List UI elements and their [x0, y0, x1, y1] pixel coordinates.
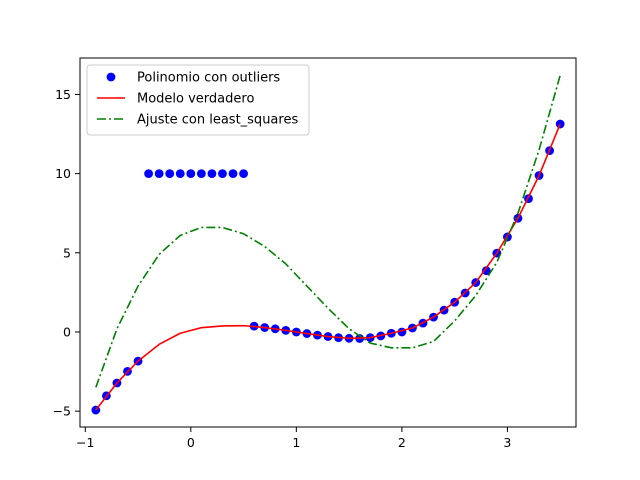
x-tick-label: 1 — [292, 435, 300, 450]
x-tick-label: 3 — [503, 435, 511, 450]
scatter-point — [175, 169, 185, 179]
plot-area — [91, 75, 565, 415]
scatter-point — [239, 169, 248, 179]
x-tick-label: 2 — [398, 435, 406, 450]
y-tick-label: 10 — [55, 166, 71, 181]
scatter-point — [218, 169, 227, 179]
scatter-point — [228, 169, 238, 179]
x-tick-label: 0 — [187, 435, 195, 450]
scatter-point — [186, 169, 196, 179]
y-tick-label: 15 — [55, 87, 71, 102]
legend: Polinomio con outliers Modelo verdadero Aj… — [86, 64, 310, 136]
legend-label: Ajuste con least_squares — [137, 113, 298, 128]
axes-frame — [79, 57, 577, 428]
scatter-point — [196, 169, 206, 179]
axes: −1 0 1 2 3 −5 0 5 10 15 — [53, 57, 577, 450]
y-tick-label: 0 — [63, 324, 71, 339]
scatter-point — [555, 119, 565, 129]
series-1-line — [95, 123, 561, 411]
scatter-point — [165, 169, 175, 179]
y-tick-label: −5 — [53, 404, 71, 419]
scatter-point — [154, 169, 164, 179]
series-0-points — [91, 119, 565, 415]
legend-label: Modelo verdadero — [137, 92, 254, 107]
legend-label: Polinomio con outliers — [137, 71, 280, 86]
series-2-line — [95, 75, 561, 388]
scatter-point — [207, 169, 217, 179]
scatter-point — [144, 169, 153, 179]
y-tick-label: 5 — [63, 245, 71, 260]
legend-box — [86, 64, 310, 136]
scatter-point — [481, 266, 491, 276]
plot-series-group — [91, 75, 565, 415]
legend-handle-scatter — [106, 72, 116, 82]
x-tick-label: −1 — [76, 435, 94, 450]
